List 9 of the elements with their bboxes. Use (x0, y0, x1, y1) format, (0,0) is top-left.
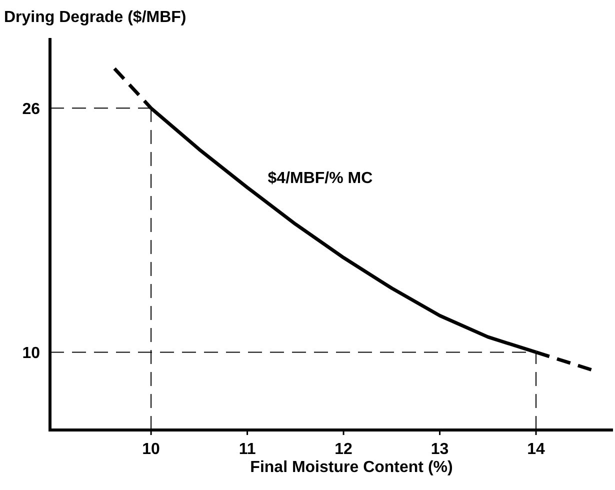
y-tick-label: 26 (22, 101, 40, 118)
x-tick-label: 11 (238, 441, 256, 458)
annotation: $4/MBF/% MC (268, 170, 374, 188)
x-tick-label: 14 (527, 441, 546, 458)
x-tick-label: 13 (430, 441, 449, 458)
x-axis-title: Final Moisture Content (%) (250, 459, 453, 476)
x-tick-label: 10 (142, 441, 160, 458)
x-tick-label: 12 (334, 441, 353, 458)
y-axis-title: Drying Degrade ($/MBF) (4, 9, 186, 26)
